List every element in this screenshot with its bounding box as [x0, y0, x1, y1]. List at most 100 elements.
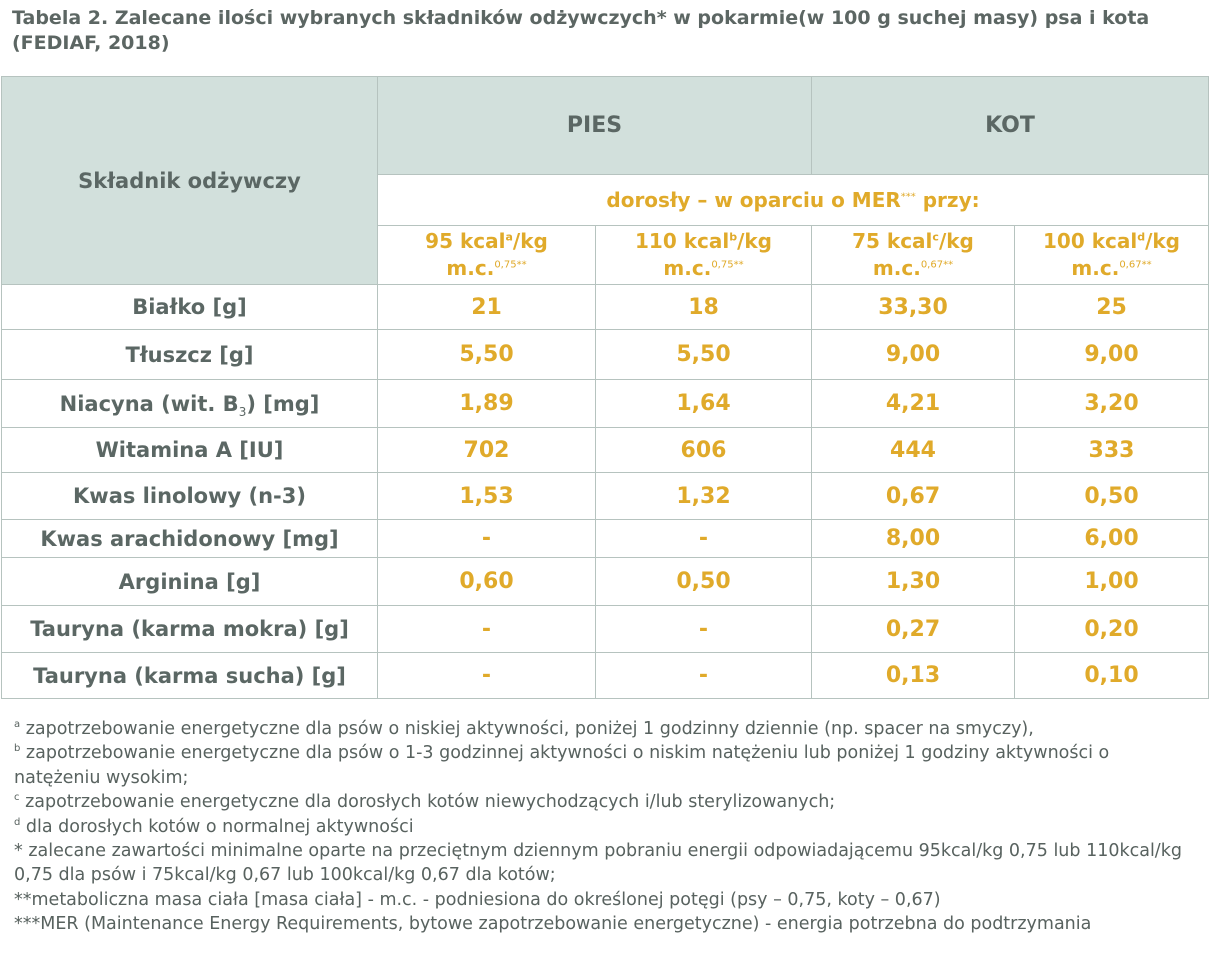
column-mass: m.c. — [872, 256, 921, 280]
subheader-text: dorosły – w oparciu o MER — [606, 188, 901, 212]
row-label: Tauryna (karma mokra) [g] — [1, 605, 378, 653]
row-label-unit: ) [mg] — [246, 391, 320, 416]
footnote-text: zapotrzebowanie energetyczne dla psów o … — [20, 719, 1034, 739]
table-row: Kwas linolowy (n-3) 1,53 1,32 0,67 0,50 — [1, 472, 1209, 520]
footnote: ***MER (Maintenance Energy Requirements,… — [14, 912, 1199, 936]
table-cell: 5,50 — [595, 329, 812, 380]
column-energy-mark: d — [1137, 230, 1146, 244]
table-cell: 1,53 — [377, 472, 596, 520]
column-energy-mark: c — [932, 230, 939, 244]
footnote-text: dla dorosłych kotów o normalnej aktywnoś… — [20, 816, 414, 837]
row-label-subscript: 3 — [238, 404, 247, 419]
table-cell: - — [595, 519, 812, 558]
row-label-text: Niacyna (wit. B — [59, 391, 239, 416]
table-cell: 0,13 — [811, 652, 1015, 699]
table-cell: 0,50 — [1014, 472, 1209, 520]
column-energy: 100 kcal — [1042, 229, 1138, 253]
table-cell: 3,20 — [1014, 379, 1209, 428]
footnote-text: zapotrzebowanie energetyczne dla dorosły… — [19, 792, 836, 813]
column-mass: m.c. — [663, 256, 712, 280]
column-energy-unit: /kg — [938, 229, 974, 253]
column-energy-mark: a — [505, 230, 513, 244]
table-cell: 1,30 — [811, 557, 1015, 606]
table-row: Tauryna (karma mokra) [g] - -0,27 0,20 — [1, 605, 1209, 653]
table-cell: 33,30 — [811, 284, 1015, 330]
footnote-mark: a — [14, 719, 21, 731]
table-cell: 333 — [1014, 427, 1209, 473]
table-cell: 606 — [595, 427, 812, 473]
column-energy-unit: /kg — [1145, 229, 1180, 253]
footnote-text: ***MER (Maintenance Energy Requirements,… — [14, 914, 1092, 935]
column-energy-unit: /kg — [737, 229, 772, 253]
table-cell: 0,60 — [377, 557, 596, 606]
header-column: 95 kcala/kg m.c.0,75** — [377, 225, 596, 285]
table-cell: 4,21 — [811, 379, 1015, 428]
table-title: Tabela 2. Zalecane ilości wybranych skła… — [12, 7, 1150, 54]
table-row: Tauryna (karma sucha) [g] - -0,13 0,10 — [1, 652, 1209, 699]
header-group-cat: KOT — [811, 76, 1209, 175]
table-row: Tłuszcz [g] 5,50 5,50 9,00 9,00 — [1, 329, 1209, 380]
column-energy: 95 kcal — [425, 229, 506, 253]
table-cell: - — [377, 652, 596, 699]
column-energy: 110 kcal — [634, 229, 730, 253]
table-cell: 0,50 — [595, 557, 812, 606]
table-row: Witamina A [IU] 702 606 444 333 — [1, 427, 1209, 473]
table-cell: 0,20 — [1014, 605, 1209, 653]
table-cell: 1,32 — [595, 472, 812, 520]
row-label: Witamina A [IU] — [1, 427, 378, 473]
row-label: Niacyna (wit. B3) [mg] — [1, 379, 378, 428]
table-cell: 1,64 — [595, 379, 812, 428]
footnote-mark: c — [14, 792, 20, 804]
footnote-text: * zalecane zawartości minimalne oparte n… — [14, 841, 1182, 886]
subheader-end: przy: — [915, 188, 980, 212]
nutrient-table: Składnik odżywczy PIES KOT dorosły – w o… — [1, 76, 1209, 699]
row-label: Tauryna (karma sucha) [g] — [1, 652, 378, 699]
column-mass: m.c. — [1071, 256, 1120, 280]
footnote: a zapotrzebowanie energetyczne dla psów … — [14, 717, 1199, 741]
footnote: c zapotrzebowanie energetyczne dla doros… — [14, 790, 1199, 814]
table-cell: - — [595, 605, 812, 653]
row-label: Arginina [g] — [1, 557, 378, 606]
table-cell: 702 — [377, 427, 596, 473]
footnote-text: zapotrzebowanie energetyczne dla psów o … — [14, 743, 1110, 788]
table-cell: 18 — [595, 284, 812, 330]
footnote: b zapotrzebowanie energetyczne dla psów … — [14, 741, 1199, 790]
footnote-mark: d — [14, 816, 21, 828]
table-cell: - — [595, 652, 812, 699]
header-nutrient: Składnik odżywczy — [1, 76, 378, 285]
footnote: * zalecane zawartości minimalne oparte n… — [14, 839, 1199, 888]
table-cell: - — [377, 519, 596, 558]
table-cell: 21 — [377, 284, 596, 330]
row-label: Tłuszcz [g] — [1, 329, 378, 380]
column-energy-mark: b — [729, 230, 738, 244]
table-cell: 1,00 — [1014, 557, 1209, 606]
table-cell: - — [377, 605, 596, 653]
table-cell: 6,00 — [1014, 519, 1209, 558]
column-energy: 75 kcal — [852, 229, 933, 253]
table-cell: 8,00 — [811, 519, 1015, 558]
row-label: Kwas arachidonowy [mg] — [1, 519, 378, 558]
header-column: 110 kcalb/kg m.c.0,75** — [595, 225, 812, 285]
footnote-mark: b — [14, 743, 21, 755]
header-group-dog: PIES — [377, 76, 812, 175]
subheader-mark: *** — [900, 191, 916, 203]
table-cell: 0,67 — [811, 472, 1015, 520]
table-row: Arginina [g] 0,60 0,50 1,30 1,00 — [1, 557, 1209, 606]
table-cell: 25 — [1014, 284, 1209, 330]
column-energy-unit: /kg — [512, 229, 548, 253]
footnotes: a zapotrzebowanie energetyczne dla psów … — [14, 717, 1199, 937]
table-row: Kwas arachidonowy [mg] - -8,00 6,00 — [1, 519, 1209, 558]
table-row: Niacyna (wit. B3) [mg] 1,89 1,64 4,21 3,20 — [1, 379, 1209, 428]
column-mass-exponent: 0,67** — [1119, 259, 1152, 271]
table-cell: 9,00 — [811, 329, 1015, 380]
table-cell: 1,89 — [377, 379, 596, 428]
header-column: 75 kcalc/kg m.c.0,67** — [811, 225, 1015, 285]
table-cell: 5,50 — [377, 329, 596, 380]
column-mass: m.c. — [446, 256, 495, 280]
footnote: d dla dorosłych kotów o normalnej aktywn… — [14, 815, 1199, 839]
table-cell: 0,27 — [811, 605, 1015, 653]
table-cell: 9,00 — [1014, 329, 1209, 380]
table-cell: 444 — [811, 427, 1015, 473]
table-cell: 0,10 — [1014, 652, 1209, 699]
row-label: Białko [g] — [1, 284, 378, 330]
